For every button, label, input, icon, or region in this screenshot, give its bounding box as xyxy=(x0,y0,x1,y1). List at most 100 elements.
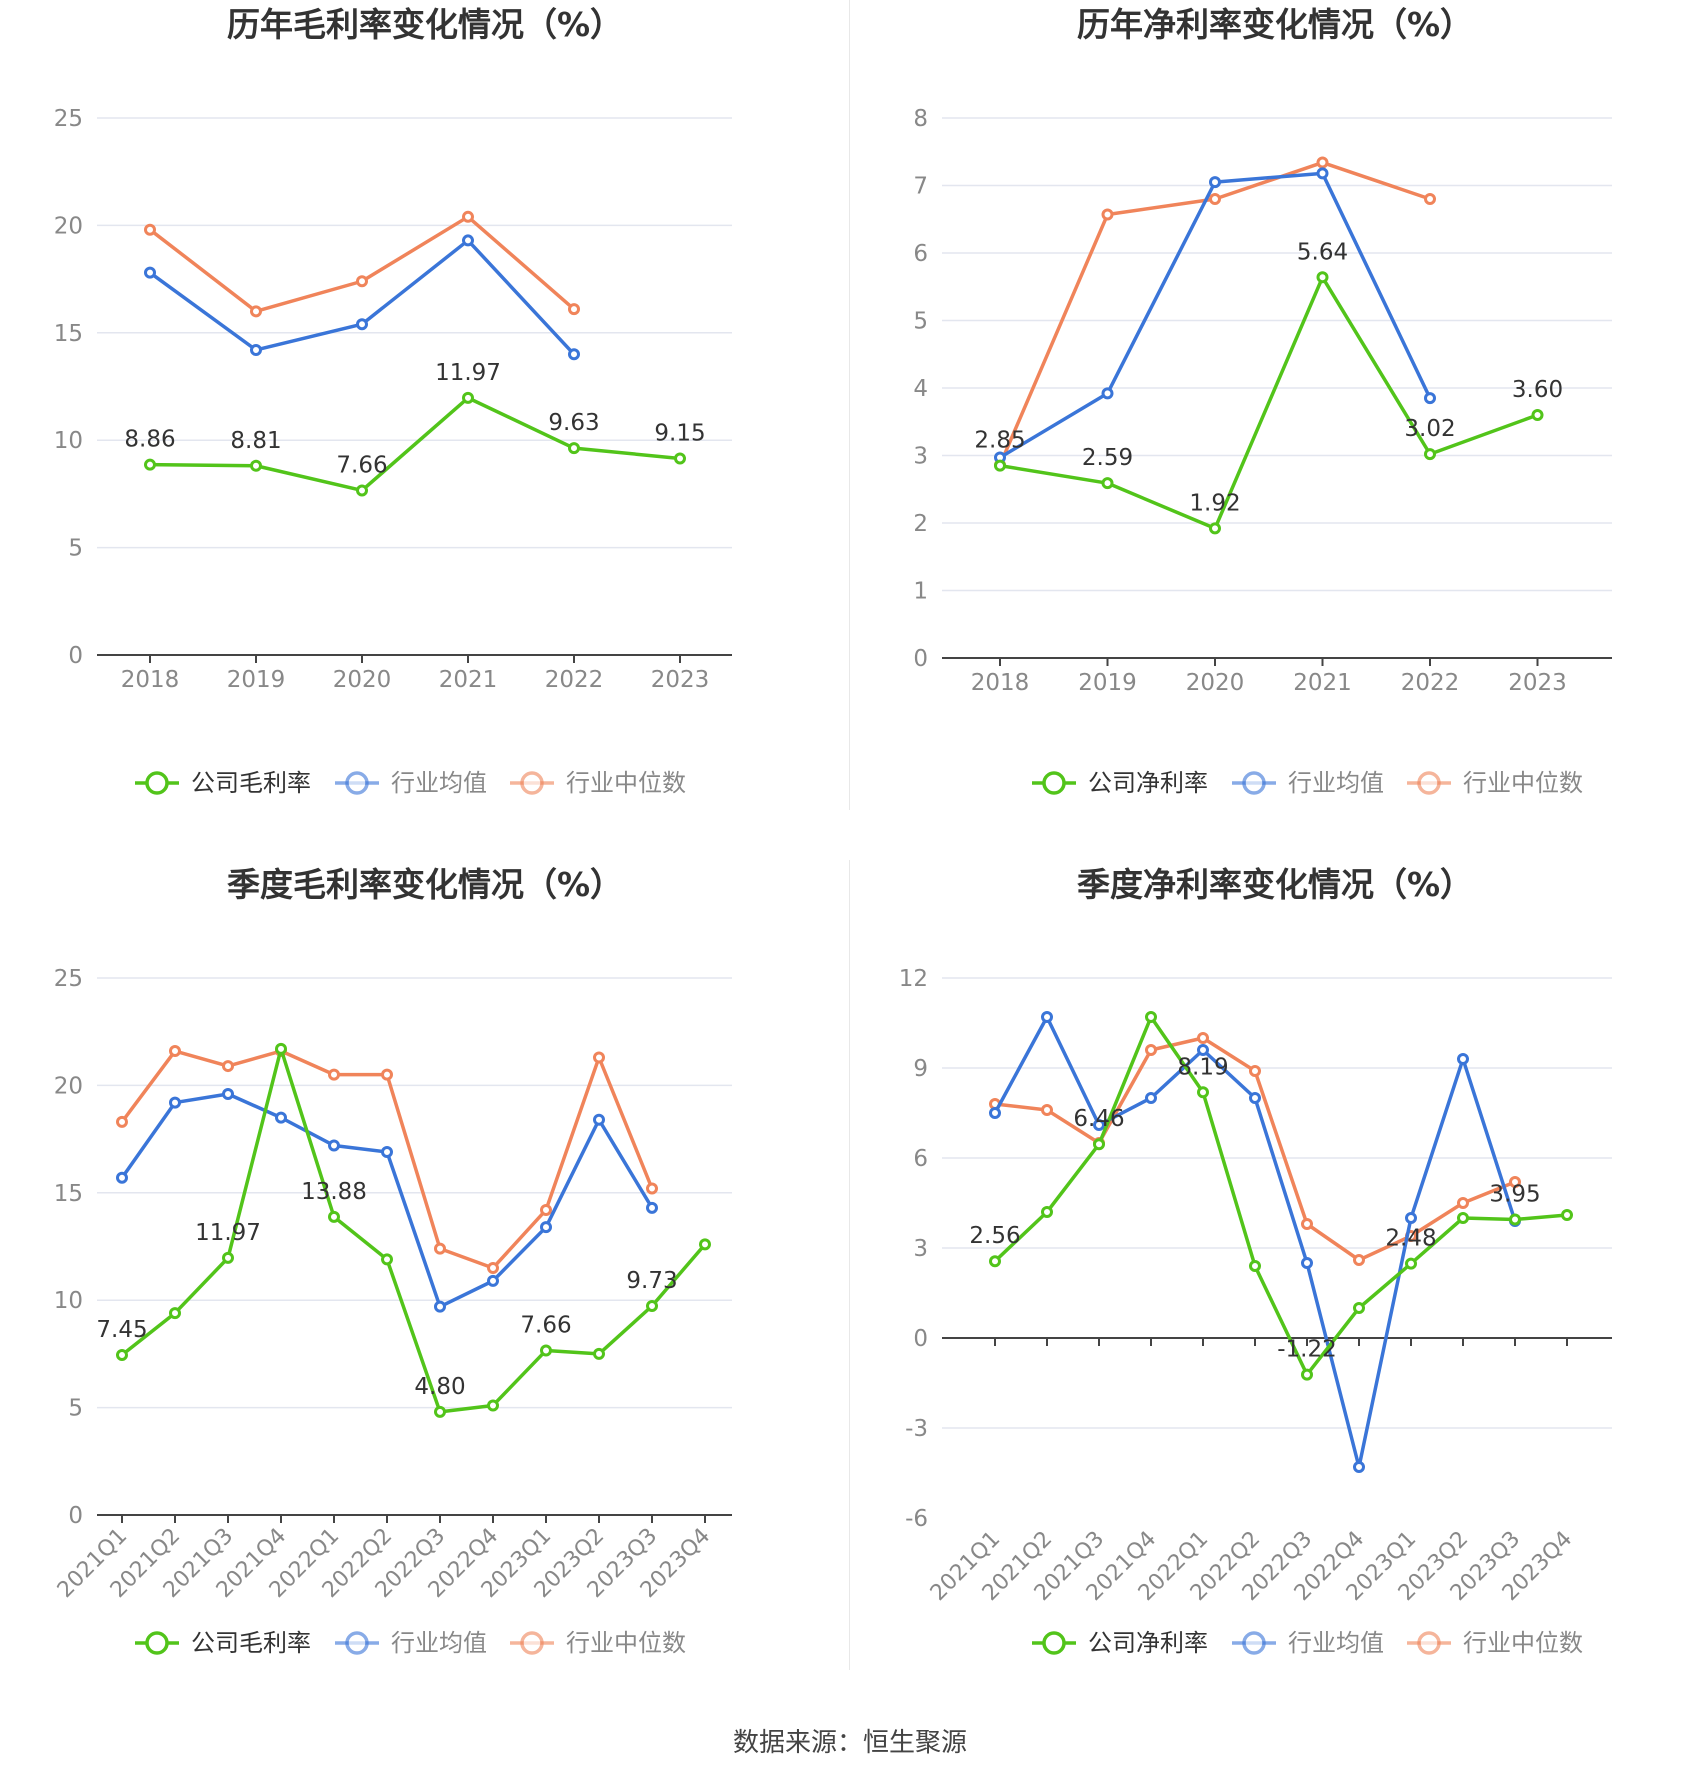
legend-swatch-marker xyxy=(1042,771,1066,795)
x-tick-label: 2019 xyxy=(227,667,286,693)
data-point-median xyxy=(540,1203,552,1216)
data-point-avg xyxy=(328,1139,340,1152)
x-tick-label: 2022 xyxy=(1401,670,1460,696)
legend-item: 行业均值 xyxy=(1232,769,1384,797)
y-tick-label: 8 xyxy=(913,106,928,132)
y-tick-label: 15 xyxy=(54,321,83,347)
data-point-company xyxy=(1531,409,1544,421)
series-line-avg xyxy=(120,1092,654,1309)
data-point-avg xyxy=(381,1145,393,1158)
data-point-median xyxy=(1209,193,1221,205)
data-point-company xyxy=(487,1399,499,1412)
data-point-company xyxy=(275,1042,287,1055)
data-point-company xyxy=(1093,1138,1105,1151)
chart-svg: 历年净利率变化情况（%） 0 1 2 3 4 5 6 7 8 2018 2019 2020 2021 202… xyxy=(913,5,1612,797)
data-point-median xyxy=(144,223,156,236)
legend-item: 行业中位数 xyxy=(510,769,686,797)
data-label: 9.73 xyxy=(626,1268,677,1294)
data-point-company xyxy=(540,1344,552,1357)
data-label: 7.66 xyxy=(520,1312,571,1338)
data-point-avg xyxy=(1101,387,1114,400)
data-label: 4.80 xyxy=(414,1374,465,1400)
chart-svg: 季度毛利率变化情况（%）05101520252021Q12021Q22021Q3… xyxy=(53,865,732,1657)
y-tick-label: 10 xyxy=(54,428,83,454)
data-point-company xyxy=(356,484,368,497)
data-point-avg xyxy=(250,343,262,356)
data-point-avg xyxy=(989,1107,1001,1119)
data-point-avg xyxy=(1145,1092,1157,1104)
legend-item: 公司毛利率 xyxy=(135,1629,311,1657)
data-point-median xyxy=(1249,1065,1261,1077)
y-tick-label: 20 xyxy=(54,213,83,239)
y-tick-label: 25 xyxy=(54,106,83,132)
x-tick-label: 2018 xyxy=(971,670,1030,696)
data-point-avg xyxy=(1249,1092,1261,1104)
legend-item: 行业均值 xyxy=(335,1629,487,1657)
data-point-avg xyxy=(222,1087,234,1100)
legend-label: 公司净利率 xyxy=(1088,1629,1208,1657)
data-label: 1.92 xyxy=(1189,490,1240,516)
series-line-company xyxy=(149,396,681,493)
y-tick-label: 25 xyxy=(54,966,83,992)
data-label: -1.22 xyxy=(1277,1337,1337,1363)
data-point-median xyxy=(568,303,580,316)
data-label: 8.81 xyxy=(230,428,281,454)
chart-svg: 历年毛利率变化情况（%） 0 5 10 15 20 25 2018 2019 2020 2021 20… xyxy=(54,5,732,797)
data-point-avg xyxy=(275,1111,287,1124)
chart-quarterly-net-margin: 季度净利率变化情况（%） -6 -3 0 3 6 9 12 2021Q1 2021Q2 2021Q3… xyxy=(850,860,1700,1720)
data-point-company xyxy=(1457,1212,1469,1224)
data-point-median xyxy=(356,275,368,288)
data-point-company xyxy=(381,1253,393,1266)
data-point-company xyxy=(674,452,686,465)
legend-item: 行业均值 xyxy=(335,769,487,797)
data-point-avg xyxy=(593,1113,605,1126)
y-tick-label: 10 xyxy=(54,1288,83,1314)
data-point-avg xyxy=(434,1300,446,1313)
y-tick-label: 0 xyxy=(913,646,928,672)
data-point-company xyxy=(1101,477,1114,490)
data-point-company xyxy=(1041,1206,1053,1218)
data-point-company xyxy=(462,391,474,404)
data-point-company xyxy=(646,1299,658,1312)
data-point-avg xyxy=(487,1274,499,1287)
chart-svg: 季度净利率变化情况（%）-6-30369122021Q12021Q22021Q3… xyxy=(899,865,1612,1657)
data-point-median xyxy=(1509,1176,1521,1188)
data-point-avg xyxy=(1041,1011,1053,1023)
legend-swatch-marker xyxy=(145,1631,169,1655)
data-point-company xyxy=(1509,1213,1521,1226)
data-point-median xyxy=(593,1051,605,1064)
y-tick-label: 9 xyxy=(913,1056,928,1082)
data-label: 3.95 xyxy=(1489,1182,1540,1208)
data-point-avg xyxy=(1093,1119,1105,1131)
x-tick-label: 2021 xyxy=(1293,670,1352,696)
legend-label: 行业均值 xyxy=(391,1629,487,1657)
data-point-company xyxy=(250,459,262,472)
legend-label: 公司毛利率 xyxy=(191,1629,311,1657)
y-tick-label: -3 xyxy=(905,1416,928,1442)
source-note: 数据来源：恒生聚源 xyxy=(732,1728,967,1758)
data-point-company xyxy=(1301,1368,1313,1381)
legend-swatch-marker xyxy=(1242,1631,1266,1655)
legend-swatch-marker xyxy=(1417,1631,1441,1655)
chart-title: 季度净利率变化情况（%） xyxy=(1077,865,1473,904)
data-point-avg xyxy=(646,1201,658,1214)
data-point-company xyxy=(1209,522,1221,535)
data-point-median xyxy=(1197,1032,1209,1044)
data-point-median xyxy=(1101,208,1114,221)
data-point-company xyxy=(434,1405,446,1418)
data-label: 2.59 xyxy=(1082,445,1133,471)
y-tick-label: 15 xyxy=(54,1181,83,1207)
y-tick-label: 4 xyxy=(913,376,928,402)
y-tick-label: 5 xyxy=(913,309,928,335)
data-point-company xyxy=(994,459,1006,472)
legend-item: 公司净利率 xyxy=(1032,769,1208,797)
data-label: 8.19 xyxy=(1177,1054,1228,1080)
data-point-median xyxy=(250,305,262,318)
data-point-avg xyxy=(1405,1212,1417,1224)
legend-swatch-marker xyxy=(1242,771,1266,795)
data-point-avg xyxy=(1197,1044,1209,1056)
data-point-company xyxy=(328,1210,340,1223)
legend-swatch-marker xyxy=(1417,771,1441,795)
data-point-median xyxy=(116,1115,128,1128)
data-point-avg xyxy=(1424,392,1436,405)
